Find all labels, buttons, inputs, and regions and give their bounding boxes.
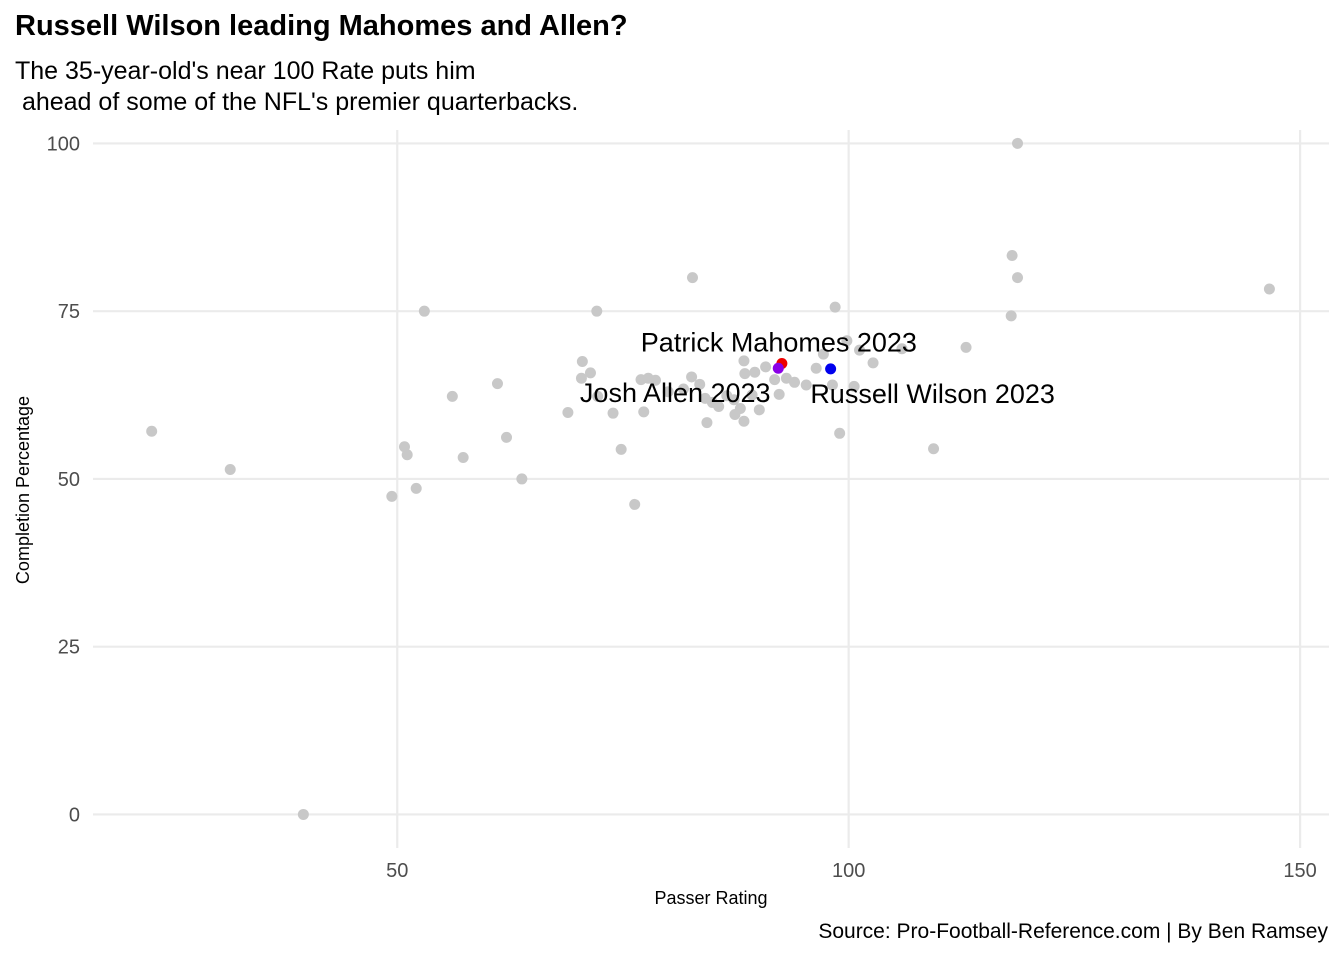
data-point bbox=[760, 361, 772, 373]
data-point bbox=[662, 386, 674, 398]
data-point bbox=[584, 367, 596, 379]
data-point bbox=[746, 389, 758, 401]
chart-title: Russell Wilson leading Mahomes and Allen… bbox=[15, 10, 628, 42]
data-point bbox=[1012, 272, 1024, 284]
data-point bbox=[834, 427, 846, 439]
y-axis-title: Completion Percentage bbox=[13, 396, 33, 584]
data-point bbox=[713, 400, 725, 412]
data-point bbox=[749, 366, 761, 378]
data-point bbox=[457, 451, 469, 463]
data-point bbox=[686, 371, 698, 383]
annotation-josh-allen: Josh Allen 2023 bbox=[580, 378, 771, 408]
data-point bbox=[960, 341, 972, 353]
data-point bbox=[401, 449, 413, 461]
data-point bbox=[701, 417, 713, 429]
data-point bbox=[739, 368, 751, 380]
data-point bbox=[501, 431, 513, 443]
data-point bbox=[592, 390, 604, 402]
data-point bbox=[629, 498, 641, 510]
data-point bbox=[224, 464, 236, 476]
data-point bbox=[829, 301, 841, 313]
gridlines bbox=[93, 130, 1329, 848]
y-tick-label: 50 bbox=[58, 469, 80, 491]
data-point bbox=[769, 374, 781, 386]
data-point bbox=[841, 335, 853, 347]
data-point bbox=[854, 344, 866, 356]
y-tick-label: 25 bbox=[58, 637, 80, 659]
data-point bbox=[615, 443, 627, 455]
data-point bbox=[1005, 310, 1017, 322]
data-point bbox=[516, 473, 528, 485]
data-point bbox=[738, 415, 750, 427]
data-point bbox=[649, 374, 661, 386]
x-tick-label: 150 bbox=[1283, 860, 1316, 882]
point-annotations: Patrick Mahomes 2023 Josh Allen 2023 Rus… bbox=[580, 328, 1055, 409]
data-point bbox=[410, 482, 422, 494]
data-point bbox=[297, 808, 309, 820]
data-point bbox=[817, 348, 829, 360]
data-point bbox=[734, 402, 746, 414]
data-point bbox=[753, 404, 765, 416]
data-point bbox=[928, 443, 940, 455]
x-axis-title: Passer Rating bbox=[654, 888, 767, 908]
chart-subtitle: The 35-year-old's near 100 Rate puts him… bbox=[15, 57, 579, 116]
data-point bbox=[386, 490, 398, 502]
data-point bbox=[773, 388, 785, 400]
data-point bbox=[638, 406, 650, 418]
data-point bbox=[789, 376, 801, 388]
data-point bbox=[607, 407, 619, 419]
data-point bbox=[686, 272, 698, 284]
annotation-russell-wilson: Russell Wilson 2023 bbox=[810, 379, 1055, 409]
data-point bbox=[780, 372, 792, 384]
y-tick-label: 100 bbox=[47, 133, 80, 155]
data-point bbox=[738, 355, 750, 367]
data-point bbox=[728, 394, 740, 406]
data-point bbox=[677, 383, 689, 395]
data-point bbox=[146, 425, 158, 437]
data-point bbox=[848, 380, 860, 392]
data-point bbox=[867, 357, 879, 369]
highlight-point-josh-allen-2023 bbox=[772, 362, 784, 374]
data-point bbox=[826, 379, 838, 391]
data-point bbox=[1006, 249, 1018, 261]
data-points bbox=[146, 137, 1275, 820]
data-point bbox=[418, 305, 430, 317]
data-point bbox=[1263, 283, 1275, 295]
annotation-patrick-mahomes: Patrick Mahomes 2023 bbox=[641, 328, 917, 358]
highlight-point-russell-wilson-2023 bbox=[825, 363, 837, 375]
y-tick-label: 0 bbox=[69, 804, 80, 826]
data-point bbox=[491, 378, 503, 390]
data-point bbox=[896, 343, 908, 355]
data-point bbox=[562, 407, 574, 419]
data-point bbox=[591, 305, 603, 317]
data-point bbox=[1012, 137, 1024, 149]
data-point bbox=[800, 379, 812, 391]
x-tick-label: 50 bbox=[386, 860, 408, 882]
tick-labels: 50 100 150 0 25 50 75 100 bbox=[47, 133, 1317, 882]
data-point bbox=[575, 372, 587, 384]
data-point bbox=[446, 390, 458, 402]
x-tick-label: 100 bbox=[832, 860, 865, 882]
chart-caption: Source: Pro-Football-Reference.com | By … bbox=[818, 920, 1328, 943]
data-point bbox=[694, 378, 706, 390]
y-tick-label: 75 bbox=[58, 301, 80, 323]
data-point bbox=[576, 356, 588, 368]
data-point bbox=[810, 362, 822, 374]
